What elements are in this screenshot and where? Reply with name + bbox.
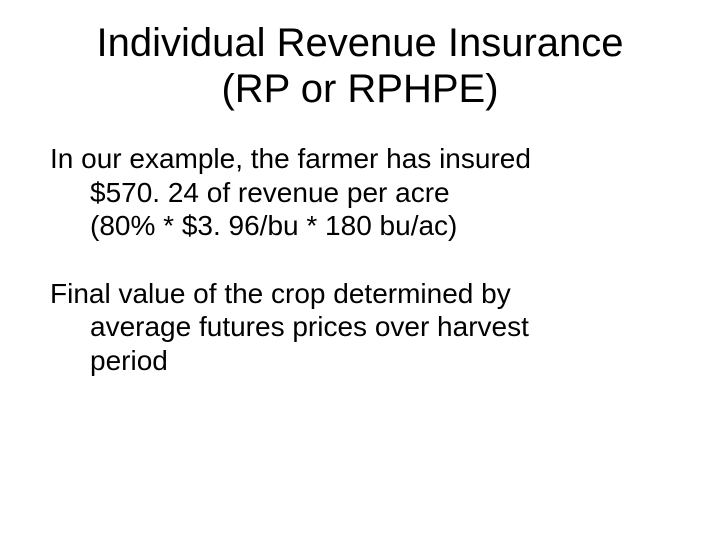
p1-line1: In our example, the farmer has insured xyxy=(50,142,670,176)
paragraph-2: Final value of the crop determined by av… xyxy=(50,277,670,378)
p1-line2: $570. 24 of revenue per acre xyxy=(50,176,670,210)
slide-title: Individual Revenue Insurance (RP or RPHP… xyxy=(50,20,670,112)
title-line-2: (RP or RPHPE) xyxy=(221,67,498,111)
p2-line3: period xyxy=(50,344,670,378)
p2-line1: Final value of the crop determined by xyxy=(50,277,670,311)
slide-body: In our example, the farmer has insured $… xyxy=(50,142,670,378)
title-line-1: Individual Revenue Insurance xyxy=(96,21,623,65)
paragraph-1: In our example, the farmer has insured $… xyxy=(50,142,670,243)
p1-line3: (80% * $3. 96/bu * 180 bu/ac) xyxy=(50,209,670,243)
p2-line2: average futures prices over harvest xyxy=(50,310,670,344)
